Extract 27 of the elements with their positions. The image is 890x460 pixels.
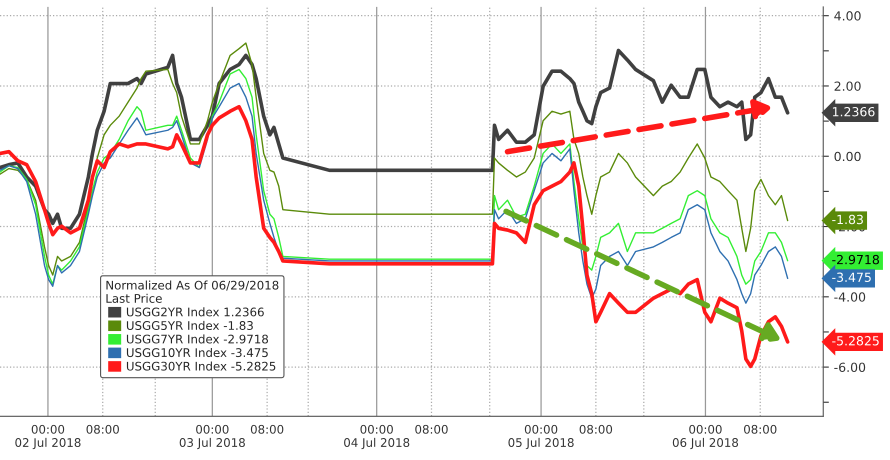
- text: -2.9718: [832, 254, 879, 264]
- x-tick-label: 08:00: [580, 424, 612, 434]
- x-tick-label: 00:00 04 Jul 2018: [344, 424, 410, 450]
- y-tick-label: -4.00: [834, 292, 866, 302]
- text: -5.2825: [832, 336, 879, 346]
- legend-label: USGG30YR Index -5.2825: [126, 361, 276, 371]
- x-tick-label: 08:00: [250, 424, 284, 434]
- x-tick-label: 00:00 06 Jul 2018: [672, 424, 738, 450]
- text: -1.83: [832, 214, 863, 224]
- y-tick-label: 4.00: [834, 11, 861, 21]
- line-series: [0, 48, 790, 230]
- legend-label: USGG5YR Index -1.83: [126, 320, 253, 330]
- y-tick-label: 2.00: [834, 81, 861, 91]
- x-tick-label: 00:00 05 Jul 2018: [508, 424, 574, 450]
- y-tick-label: 0.00: [834, 152, 861, 162]
- text: 1.2366: [832, 106, 875, 116]
- legend-label: USGG10YR Index -3.475: [126, 348, 268, 358]
- x-tick-label: 08:00: [744, 424, 776, 434]
- legend-label: USGG7YR Index -2.9718: [126, 334, 268, 344]
- x-tick-label: 00:00 03 Jul 2018: [180, 424, 245, 450]
- legend-title: Normalized As Of 06/29/2018 Last Price: [106, 280, 278, 303]
- legend-label: USGG2YR Index 1.2366: [126, 307, 264, 316]
- x-tick-label: 08:00: [415, 424, 448, 434]
- text: -3.475: [832, 272, 871, 282]
- x-tick-label: 00:00 02 Jul 2018: [15, 424, 81, 450]
- x-tick-label: 08:00: [86, 424, 119, 434]
- y-tick-label: -6.00: [834, 362, 866, 372]
